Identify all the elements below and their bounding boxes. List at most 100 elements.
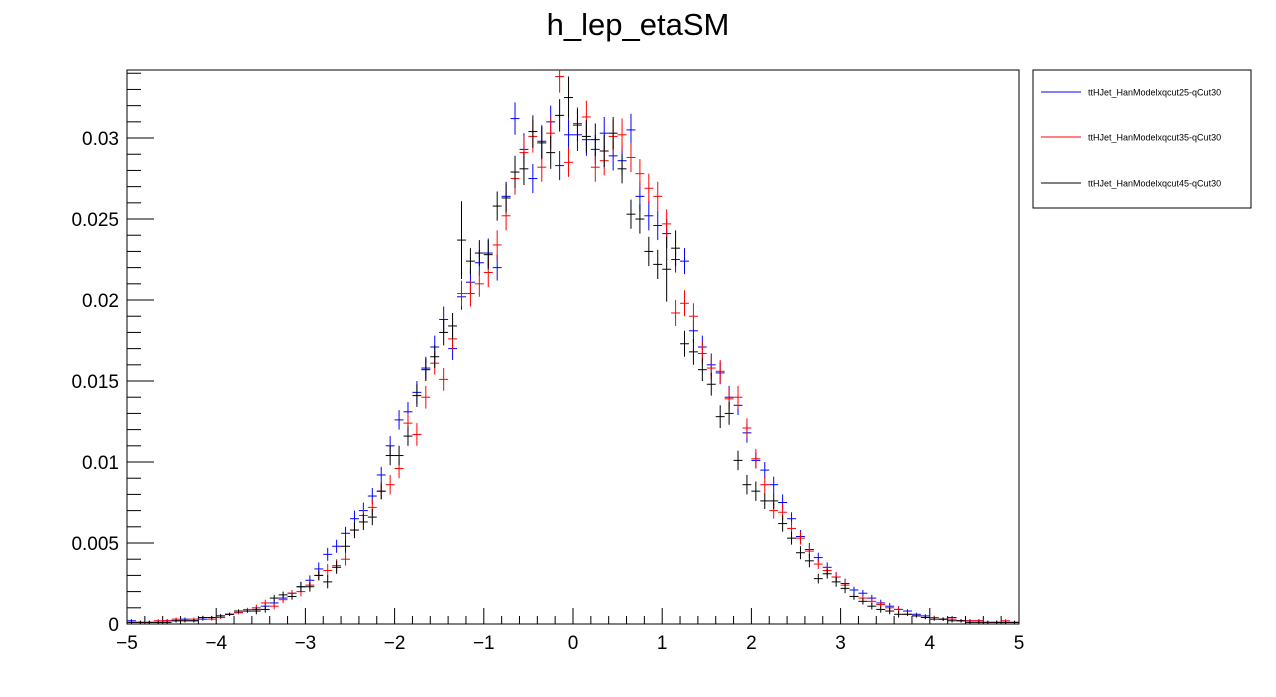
data-point xyxy=(778,515,788,532)
data-point xyxy=(644,173,654,203)
legend-label: ttHJet_HanModelxqcut35-qCut30 xyxy=(1088,133,1221,143)
data-point xyxy=(680,290,689,317)
data-point xyxy=(715,359,725,383)
data-point xyxy=(367,508,377,526)
data-point xyxy=(697,358,707,382)
data-point xyxy=(653,210,663,241)
data-point xyxy=(956,619,966,623)
data-point xyxy=(457,280,466,307)
data-point xyxy=(341,552,350,566)
data-point xyxy=(581,120,591,153)
data-point xyxy=(813,573,823,584)
data-point xyxy=(938,617,948,621)
data-point xyxy=(251,607,261,615)
data-point xyxy=(733,385,743,409)
data-point xyxy=(626,113,636,147)
y-tick-label: 0 xyxy=(108,615,119,636)
y-tick-label: 0.03 xyxy=(82,129,119,150)
data-point xyxy=(920,615,930,620)
data-point xyxy=(849,586,859,594)
data-point xyxy=(198,615,208,620)
data-point xyxy=(555,99,565,132)
data-point xyxy=(671,300,681,326)
data-points xyxy=(127,70,1019,624)
data-point xyxy=(608,116,618,150)
data-point xyxy=(385,445,395,466)
data-point xyxy=(153,620,163,624)
data-point xyxy=(903,612,912,616)
data-point xyxy=(1001,620,1011,624)
data-point xyxy=(751,449,761,469)
data-point xyxy=(769,476,779,493)
data-point xyxy=(144,620,154,624)
series-2 xyxy=(127,70,1019,624)
data-point xyxy=(876,606,886,613)
data-point xyxy=(911,614,921,618)
data-point xyxy=(680,330,689,357)
data-point xyxy=(528,115,538,148)
data-point xyxy=(760,476,770,493)
data-point xyxy=(965,620,975,624)
data-point xyxy=(225,612,235,616)
data-point xyxy=(296,581,306,592)
x-tick-label: 2 xyxy=(746,633,757,654)
data-point xyxy=(894,611,904,618)
data-point xyxy=(358,513,368,531)
data-point xyxy=(760,492,770,509)
data-point xyxy=(216,614,226,618)
data-point xyxy=(724,402,734,425)
data-point xyxy=(465,248,475,275)
data-point xyxy=(813,559,823,569)
data-point xyxy=(662,236,672,302)
data-point xyxy=(688,338,698,365)
data-point xyxy=(885,607,895,615)
data-point xyxy=(715,405,725,428)
data-point xyxy=(742,418,752,438)
data-point xyxy=(323,575,333,589)
data-point xyxy=(590,152,600,182)
y-tick-label: 0.01 xyxy=(82,453,119,474)
data-point xyxy=(341,526,350,540)
data-point xyxy=(305,581,315,592)
data-point xyxy=(323,547,333,561)
data-point xyxy=(385,474,395,495)
data-point xyxy=(439,368,449,391)
data-point xyxy=(421,385,431,409)
data-point xyxy=(671,230,681,267)
data-point xyxy=(260,599,270,607)
data-point xyxy=(822,568,832,579)
legend-label: ttHJet_HanModelxqcut25-qCut30 xyxy=(1088,88,1221,98)
legend: ttHJet_HanModelxqcut25-qCut30 ttHJet_HanM… xyxy=(1032,69,1252,209)
data-point xyxy=(804,554,814,568)
data-point xyxy=(840,583,850,594)
data-point xyxy=(796,531,805,545)
data-point xyxy=(403,426,413,446)
data-point xyxy=(733,450,743,471)
data-point xyxy=(341,539,350,553)
data-point xyxy=(662,209,672,239)
data-point xyxy=(287,593,297,600)
data-point xyxy=(706,372,716,396)
chart-title: h_lep_etaSM xyxy=(547,7,730,42)
data-point xyxy=(234,609,243,613)
data-point xyxy=(412,423,422,446)
data-point xyxy=(537,126,547,160)
data-point xyxy=(599,134,609,168)
data-point xyxy=(573,108,582,142)
data-point xyxy=(742,474,752,495)
data-point xyxy=(760,462,770,479)
data-point xyxy=(510,155,520,189)
data-point xyxy=(617,154,627,184)
data-point xyxy=(644,236,654,267)
data-point xyxy=(929,617,939,621)
data-point xyxy=(992,620,1002,624)
x-tick-label: −2 xyxy=(384,633,406,654)
data-point xyxy=(564,76,573,119)
data-point xyxy=(269,594,279,602)
data-point xyxy=(162,620,172,624)
data-point xyxy=(242,609,252,613)
data-point xyxy=(207,615,217,620)
data-point xyxy=(519,152,529,186)
series-1 xyxy=(127,102,1019,624)
